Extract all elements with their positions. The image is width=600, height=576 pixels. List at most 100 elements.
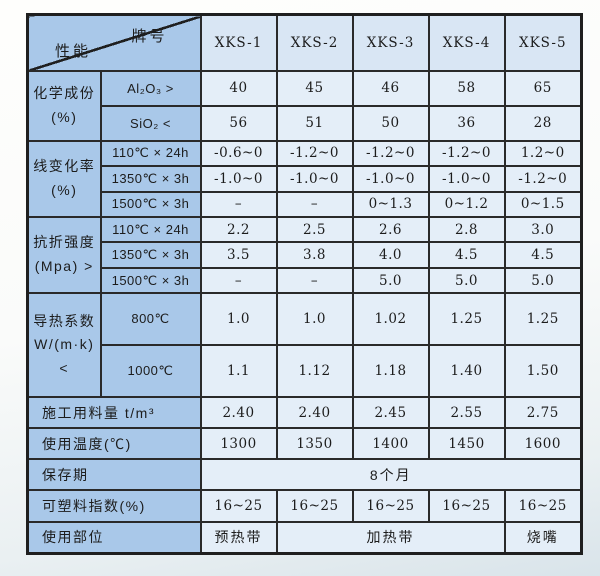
value-cell: 16~25 xyxy=(275,489,354,523)
value-cell: 1.25 xyxy=(503,292,583,347)
value-cell: 45 xyxy=(275,69,354,107)
usage-zone-burner: 烧嘴 xyxy=(503,520,583,555)
value-cell: 16~25 xyxy=(199,489,278,523)
table-row: 施工用料量 t/m³ 2.40 2.40 2.45 2.55 2.75 xyxy=(26,396,583,430)
table-row: 1500℃ × 3h – – 0~1.3 0~1.2 0~1.5 xyxy=(28,190,583,219)
value-cell: -1.0~0 xyxy=(199,165,278,193)
value-cell: – xyxy=(199,190,278,219)
spec-table: 牌号 性能 XKS-1 XKS-2 XKS-3 XKS-4 XKS-5 化学成份… xyxy=(26,13,583,555)
usage-zone-preheat: 预热带 xyxy=(199,520,278,555)
value-cell: 0~1.2 xyxy=(427,190,506,219)
value-cell: -1.2~0 xyxy=(351,139,430,168)
value-cell: – xyxy=(275,266,354,295)
value-cell: -0.6~0 xyxy=(199,139,278,168)
value-cell: 4.0 xyxy=(351,241,430,269)
column-header-xks-2: XKS-2 xyxy=(275,13,354,72)
column-header-xks-1: XKS-1 xyxy=(199,13,278,72)
value-cell: 1.18 xyxy=(351,344,430,399)
value-cell: 1350 xyxy=(275,427,354,461)
value-cell: -1.0~0 xyxy=(275,165,354,193)
group-label-linear-change: 线变化率 (%) xyxy=(26,139,102,218)
sub-label: 1000℃ xyxy=(99,344,202,399)
usage-zone-heating: 加热带 xyxy=(275,520,506,555)
value-cell: 0~1.3 xyxy=(351,190,430,219)
row-label-material-usage: 施工用料量 t/m³ xyxy=(26,396,202,430)
value-cell: 40 xyxy=(199,69,278,107)
value-cell: 5.0 xyxy=(503,266,583,295)
table-row: SiO₂ < 56 51 50 36 28 xyxy=(28,104,583,142)
value-cell: 1600 xyxy=(503,427,583,461)
value-cell: 1.25 xyxy=(427,292,506,347)
value-cell: 56 xyxy=(199,104,278,142)
value-cell: 58 xyxy=(427,69,506,107)
value-cell: -1.2~0 xyxy=(503,165,583,193)
value-cell: 50 xyxy=(351,104,430,142)
table-row: 可塑料指数(%) 16~25 16~25 16~25 16~25 16~25 xyxy=(26,489,583,523)
value-cell: 51 xyxy=(275,104,354,142)
value-cell: -1.0~0 xyxy=(427,165,506,193)
value-cell: 16~25 xyxy=(503,489,583,523)
sub-label: 1500℃ × 3h xyxy=(99,266,202,295)
value-cell: 2.8 xyxy=(427,215,506,244)
value-cell: 3.0 xyxy=(503,215,583,244)
value-cell: 1.0 xyxy=(275,292,354,347)
sub-label: Al₂O₃ > xyxy=(99,69,202,107)
sub-label: 1350℃ × 3h xyxy=(99,241,202,269)
value-cell: 2.2 xyxy=(199,215,278,244)
value-cell: 2.55 xyxy=(427,396,506,430)
table-row: 使用温度(℃) 1300 1350 1400 1450 1600 xyxy=(26,427,583,461)
column-header-xks-3: XKS-3 xyxy=(351,13,430,72)
value-cell: 46 xyxy=(351,69,430,107)
value-cell: 16~25 xyxy=(427,489,506,523)
sub-label: 110℃ × 24h xyxy=(99,215,202,244)
value-cell: 2.5 xyxy=(275,215,354,244)
value-cell: 2.6 xyxy=(351,215,430,244)
value-cell: 36 xyxy=(427,104,506,142)
value-cell: 3.5 xyxy=(199,241,278,269)
value-cell: -1.2~0 xyxy=(275,139,354,168)
header-row: 牌号 性能 XKS-1 XKS-2 XKS-3 XKS-4 XKS-5 xyxy=(26,13,583,72)
value-cell: -1.2~0 xyxy=(427,139,506,168)
value-cell: 2.40 xyxy=(275,396,354,430)
table-row: 导热系数 W/(m·k) < 800℃ 1.0 1.0 1.02 1.25 1.… xyxy=(26,292,583,399)
value-cell: 2.45 xyxy=(351,396,430,430)
table-row: 1350℃ × 3h -1.0~0 -1.0~0 -1.0~0 -1.0~0 -… xyxy=(28,165,583,193)
value-cell: 65 xyxy=(503,69,583,107)
column-header-xks-4: XKS-4 xyxy=(427,13,506,72)
value-cell: 0~1.5 xyxy=(503,190,583,219)
value-cell: -1.0~0 xyxy=(351,165,430,193)
value-cell: 2.75 xyxy=(503,396,583,430)
value-cell: 1400 xyxy=(351,427,430,461)
table-row: 1500℃ × 3h – – 5.0 5.0 5.0 xyxy=(28,266,583,295)
value-cell: 28 xyxy=(503,104,583,142)
group-label-flexural-strength: 抗折强度 (Mpa) > xyxy=(26,215,102,295)
value-cell: – xyxy=(275,190,354,219)
sub-label: 110℃ × 24h xyxy=(99,139,202,168)
corner-label-property: 性能 xyxy=(55,42,92,60)
sub-label: SiO₂ < xyxy=(99,104,202,142)
row-label-usage-zone: 使用部位 xyxy=(26,520,202,555)
value-cell: 5.0 xyxy=(427,266,506,295)
group-label-chemical: 化学成份 (%) xyxy=(26,69,102,142)
row-label-storage-period: 保存期 xyxy=(26,458,202,492)
row-label-plasticity: 可塑料指数(%) xyxy=(26,489,202,523)
value-cell: 1.0 xyxy=(199,292,278,347)
value-cell: 1.02 xyxy=(351,292,430,347)
sub-label: 1500℃ × 3h xyxy=(99,190,202,219)
table-row: 保存期 8个月 xyxy=(26,458,583,492)
value-cell: 16~25 xyxy=(351,489,430,523)
value-cell: – xyxy=(199,266,278,295)
row-label-service-temp: 使用温度(℃) xyxy=(26,427,202,461)
table-row: 1350℃ × 3h 3.5 3.8 4.0 4.5 4.5 xyxy=(28,241,583,269)
group-label-thermal-conductivity: 导热系数 W/(m·k) < xyxy=(26,292,102,399)
sub-label: 800℃ xyxy=(99,292,202,347)
value-cell: 1.12 xyxy=(275,344,354,399)
value-cell: 1.1 xyxy=(199,344,278,399)
sub-label: 1350℃ × 3h xyxy=(99,165,202,193)
value-cell: 3.8 xyxy=(275,241,354,269)
storage-period-value: 8个月 xyxy=(199,458,583,492)
value-cell: 1300 xyxy=(199,427,278,461)
column-header-xks-5: XKS-5 xyxy=(503,13,583,72)
table-row: 化学成份 (%) Al₂O₃ > 40 45 46 58 65 xyxy=(26,69,583,142)
